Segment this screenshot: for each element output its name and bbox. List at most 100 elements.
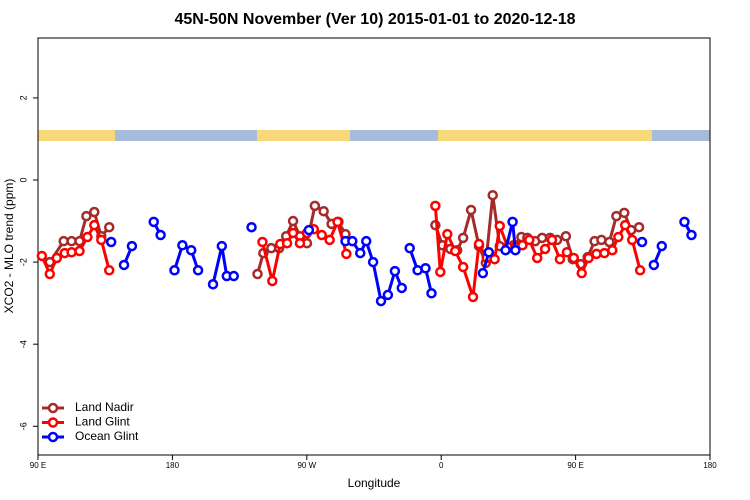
data-point: [185, 244, 197, 256]
data-point: [487, 189, 498, 201]
data-point: [686, 229, 697, 241]
data-point: [89, 219, 100, 231]
data-point: [656, 240, 668, 252]
data-point: [457, 261, 469, 273]
data-point: [324, 234, 335, 246]
data-point: [148, 216, 159, 228]
data-point: [207, 279, 219, 290]
data-point: [435, 266, 446, 278]
data-point: [554, 253, 566, 265]
data-point: [96, 234, 107, 246]
data-point: [426, 288, 437, 299]
data-point: [517, 240, 528, 251]
x-tick-label: 90 W: [297, 461, 316, 470]
data-point: [473, 238, 485, 250]
y-tick-label: -2: [18, 258, 28, 266]
data-point: [396, 282, 408, 294]
legend-marker: [47, 402, 59, 414]
land-strip: [38, 130, 115, 141]
data-point: [457, 232, 469, 244]
data-point: [382, 289, 394, 301]
series-line: [122, 221, 693, 304]
data-point: [309, 200, 321, 212]
data-point: [483, 246, 495, 258]
data-point: [82, 231, 93, 243]
y-axis-label: XCO2 - MLO trend (ppm): [2, 179, 16, 314]
series: [44, 189, 645, 280]
x-tick-label: 90 E: [30, 461, 46, 470]
ocean-strip: [38, 130, 710, 141]
data-point: [118, 259, 130, 271]
data-point: [539, 243, 551, 255]
x-axis-label: Longitude: [348, 476, 401, 490]
x-tick-label: 180: [703, 461, 717, 470]
data-point: [81, 210, 92, 222]
legend-item: Ocean Glint: [42, 429, 139, 443]
data-point: [367, 256, 379, 268]
data-point: [583, 252, 594, 264]
data-point: [257, 236, 268, 248]
data-point: [360, 235, 372, 247]
data-point: [634, 265, 646, 276]
data-point: [576, 267, 587, 279]
y-tick-label: -6: [18, 422, 28, 430]
data-point: [510, 244, 521, 256]
data-point: [679, 216, 690, 228]
data-point: [228, 270, 240, 282]
data-point: [252, 268, 263, 280]
data-point: [51, 252, 63, 264]
data-point: [524, 234, 535, 246]
data-point: [494, 220, 505, 232]
data-point: [500, 244, 511, 256]
data-point: [389, 265, 401, 277]
data-point: [636, 236, 648, 248]
data-point: [531, 252, 543, 264]
data-point: [507, 216, 518, 228]
legend-item: Land Glint: [42, 415, 130, 429]
series: [105, 216, 697, 307]
legend-label: Ocean Glint: [75, 429, 139, 443]
data-point: [287, 227, 299, 239]
x-tick-label: 180: [166, 461, 180, 470]
data-point: [449, 245, 461, 257]
data-point: [613, 231, 624, 243]
data-point: [442, 228, 453, 240]
legend-marker: [47, 417, 59, 428]
data-point: [648, 259, 660, 271]
x-tick-label: 0: [439, 461, 444, 470]
data-point: [169, 265, 180, 276]
legend-label: Land Glint: [75, 415, 130, 429]
data-point: [66, 246, 77, 258]
land-strip: [438, 130, 652, 141]
data-point: [604, 236, 615, 248]
data-point: [316, 229, 327, 241]
data-point: [192, 265, 204, 276]
data-point: [246, 221, 257, 233]
legend-item: Land Nadir: [42, 400, 134, 414]
y-tick-label: 0: [18, 178, 28, 183]
chart-title: 45N-50N November (Ver 10) 2015-01-01 to …: [174, 11, 575, 28]
data-point: [318, 205, 329, 217]
data-point: [430, 200, 441, 212]
legend-marker: [47, 431, 59, 443]
data-point: [126, 240, 138, 252]
data-point: [44, 268, 56, 280]
data-point: [467, 291, 479, 303]
data-point: [465, 204, 477, 216]
data-point: [560, 230, 572, 242]
y-tick-label: -4: [18, 340, 28, 348]
data-point: [303, 224, 315, 236]
data-point: [404, 242, 415, 254]
plot-frame: [37, 37, 711, 456]
data-point: [216, 240, 228, 252]
data-point: [347, 235, 358, 247]
data-point: [332, 216, 343, 228]
data-point: [420, 263, 431, 274]
data-point: [477, 267, 489, 279]
data-point: [489, 253, 500, 265]
data-point: [626, 234, 638, 246]
data-point: [355, 247, 366, 259]
data-point: [607, 244, 618, 256]
data-point: [633, 221, 645, 233]
